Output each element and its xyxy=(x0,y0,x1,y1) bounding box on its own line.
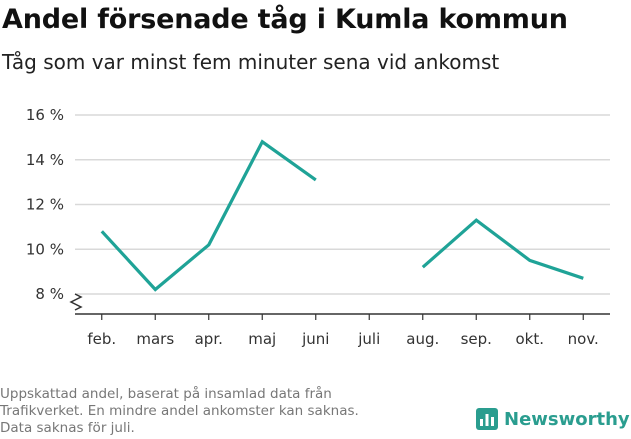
bar-chart-logo-icon xyxy=(476,408,498,430)
series-line-segment xyxy=(421,218,584,280)
series-line-segment xyxy=(100,139,317,292)
newsworthy-logo[interactable]: Newsworthy xyxy=(476,408,630,430)
x-tick-label: aug. xyxy=(406,330,439,348)
x-axis xyxy=(69,293,610,315)
x-tick-label: nov. xyxy=(568,330,599,348)
x-tick-label: maj xyxy=(248,330,276,348)
logo-text: Newsworthy xyxy=(504,408,630,430)
x-tick-label: mars xyxy=(136,330,174,348)
x-tick-label: juli xyxy=(357,330,380,348)
y-tick-label: 12 % xyxy=(26,196,64,214)
x-tick-label: apr. xyxy=(195,330,223,348)
y-axis-ticks: 8 % 10 % 12 % 14 % 16 % xyxy=(26,106,64,303)
x-axis-ticks: feb. mars apr. maj juni juli aug. sep. okt. nov. xyxy=(87,314,599,348)
footnote-line-3: Data saknas för juli. xyxy=(0,420,135,436)
footnote-line-1: Uppskattad andel, baserat på insamlad da… xyxy=(0,386,332,402)
grid-lines xyxy=(75,114,610,295)
line-chart: 8 % 10 % 12 % 14 % 16 % feb. mars apr. maj juni j… xyxy=(26,106,610,348)
y-tick-label: 14 % xyxy=(26,151,64,169)
x-tick-label: okt. xyxy=(515,330,544,348)
x-tick-label: juni xyxy=(301,330,329,348)
x-tick-label: feb. xyxy=(87,330,116,348)
y-tick-label: 8 % xyxy=(35,285,64,303)
y-tick-label: 10 % xyxy=(26,240,64,258)
chart-title: Andel försenade tåg i Kumla kommun xyxy=(2,4,568,35)
x-tick-label: sep. xyxy=(461,330,492,348)
footnote: Uppskattad andel, baserat på insamlad da… xyxy=(0,386,450,437)
axis-break-icon xyxy=(69,293,83,311)
footnote-line-2: Trafikverket. En mindre andel ankomster … xyxy=(0,403,359,419)
series-lines xyxy=(100,139,584,292)
y-tick-label: 16 % xyxy=(26,106,64,124)
chart-subtitle: Tåg som var minst fem minuter sena vid a… xyxy=(2,50,500,74)
